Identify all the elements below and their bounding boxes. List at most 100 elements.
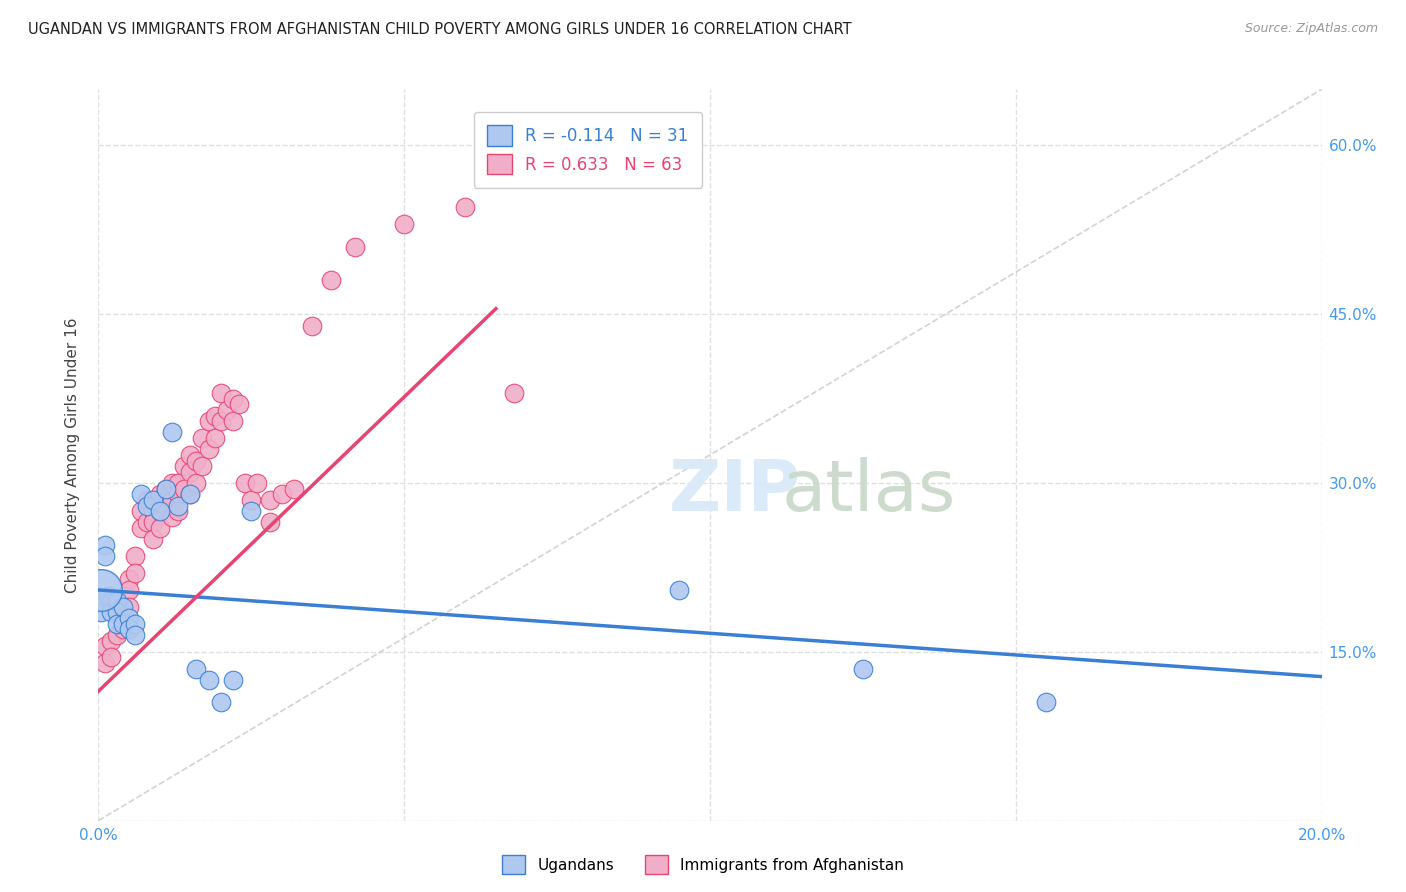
Point: [142, 533, 165, 547]
Point: [179, 448, 201, 462]
Point: [155, 499, 177, 513]
Y-axis label: Child Poverty Among Girls Under 16: Child Poverty Among Girls Under 16: [65, 318, 80, 592]
Point: [149, 521, 172, 535]
Point: [668, 582, 690, 597]
Point: [118, 611, 141, 625]
Point: [93, 538, 115, 552]
Text: ZIP: ZIP: [668, 457, 800, 526]
Point: [209, 696, 232, 710]
Text: Source: ZipAtlas.com: Source: ZipAtlas.com: [1244, 22, 1378, 36]
Point: [222, 392, 245, 406]
Point: [283, 482, 305, 496]
Point: [222, 414, 245, 428]
Point: [111, 623, 134, 637]
Point: [852, 662, 875, 676]
Text: UGANDAN VS IMMIGRANTS FROM AFGHANISTAN CHILD POVERTY AMONG GIRLS UNDER 16 CORREL: UGANDAN VS IMMIGRANTS FROM AFGHANISTAN C…: [28, 22, 852, 37]
Point: [167, 476, 190, 491]
Point: [100, 650, 122, 665]
Point: [215, 403, 238, 417]
Point: [392, 217, 416, 231]
Legend: Ugandans, Immigrants from Afghanistan: Ugandans, Immigrants from Afghanistan: [496, 849, 910, 880]
Point: [118, 572, 141, 586]
Point: [209, 386, 232, 401]
Point: [167, 487, 190, 501]
Point: [173, 459, 195, 474]
Point: [259, 516, 281, 530]
Point: [301, 318, 323, 333]
Point: [233, 476, 256, 491]
Point: [142, 516, 165, 530]
Point: [124, 549, 146, 564]
Point: [503, 386, 526, 401]
Point: [93, 549, 115, 564]
Point: [136, 516, 159, 530]
Point: [118, 582, 141, 597]
Point: [100, 633, 122, 648]
Point: [105, 628, 128, 642]
Point: [149, 487, 172, 501]
Point: [105, 594, 128, 608]
Point: [136, 499, 159, 513]
Point: [90, 582, 112, 597]
Point: [160, 509, 183, 524]
Point: [186, 476, 208, 491]
Point: [118, 623, 141, 637]
Point: [240, 492, 263, 507]
Point: [259, 492, 281, 507]
Point: [454, 200, 477, 214]
Point: [246, 476, 269, 491]
Point: [204, 431, 226, 445]
Point: [124, 566, 146, 580]
Point: [204, 409, 226, 423]
Legend: R = -0.114   N = 31, R = 0.633   N = 63: R = -0.114 N = 31, R = 0.633 N = 63: [474, 112, 702, 188]
Point: [149, 504, 172, 518]
Point: [197, 673, 219, 687]
Point: [129, 521, 152, 535]
Text: atlas: atlas: [782, 457, 956, 526]
Point: [155, 482, 177, 496]
Point: [124, 628, 146, 642]
Point: [186, 453, 208, 467]
Point: [93, 639, 115, 653]
Point: [111, 599, 134, 614]
Point: [129, 487, 152, 501]
Point: [179, 487, 201, 501]
Point: [105, 606, 128, 620]
Point: [319, 273, 342, 287]
Point: [149, 504, 172, 518]
Point: [173, 482, 195, 496]
Point: [93, 656, 115, 670]
Point: [179, 487, 201, 501]
Point: [344, 240, 367, 254]
Point: [129, 504, 152, 518]
Point: [160, 425, 183, 440]
Point: [197, 414, 219, 428]
Point: [167, 504, 190, 518]
Point: [105, 616, 128, 631]
Point: [160, 492, 183, 507]
Point: [111, 616, 134, 631]
Point: [209, 414, 232, 428]
Point: [228, 397, 250, 411]
Point: [100, 606, 122, 620]
Point: [105, 606, 128, 620]
Point: [197, 442, 219, 457]
Point: [90, 606, 112, 620]
Point: [240, 504, 263, 518]
Point: [155, 482, 177, 496]
Point: [100, 594, 122, 608]
Point: [270, 487, 292, 501]
Point: [142, 492, 165, 507]
Point: [111, 606, 134, 620]
Point: [222, 673, 245, 687]
Point: [97, 589, 120, 603]
Point: [160, 476, 183, 491]
Point: [186, 662, 208, 676]
Point: [167, 499, 190, 513]
Point: [191, 431, 214, 445]
Point: [191, 459, 214, 474]
Point: [142, 504, 165, 518]
Point: [1035, 696, 1057, 710]
Point: [179, 465, 201, 479]
Point: [136, 492, 159, 507]
